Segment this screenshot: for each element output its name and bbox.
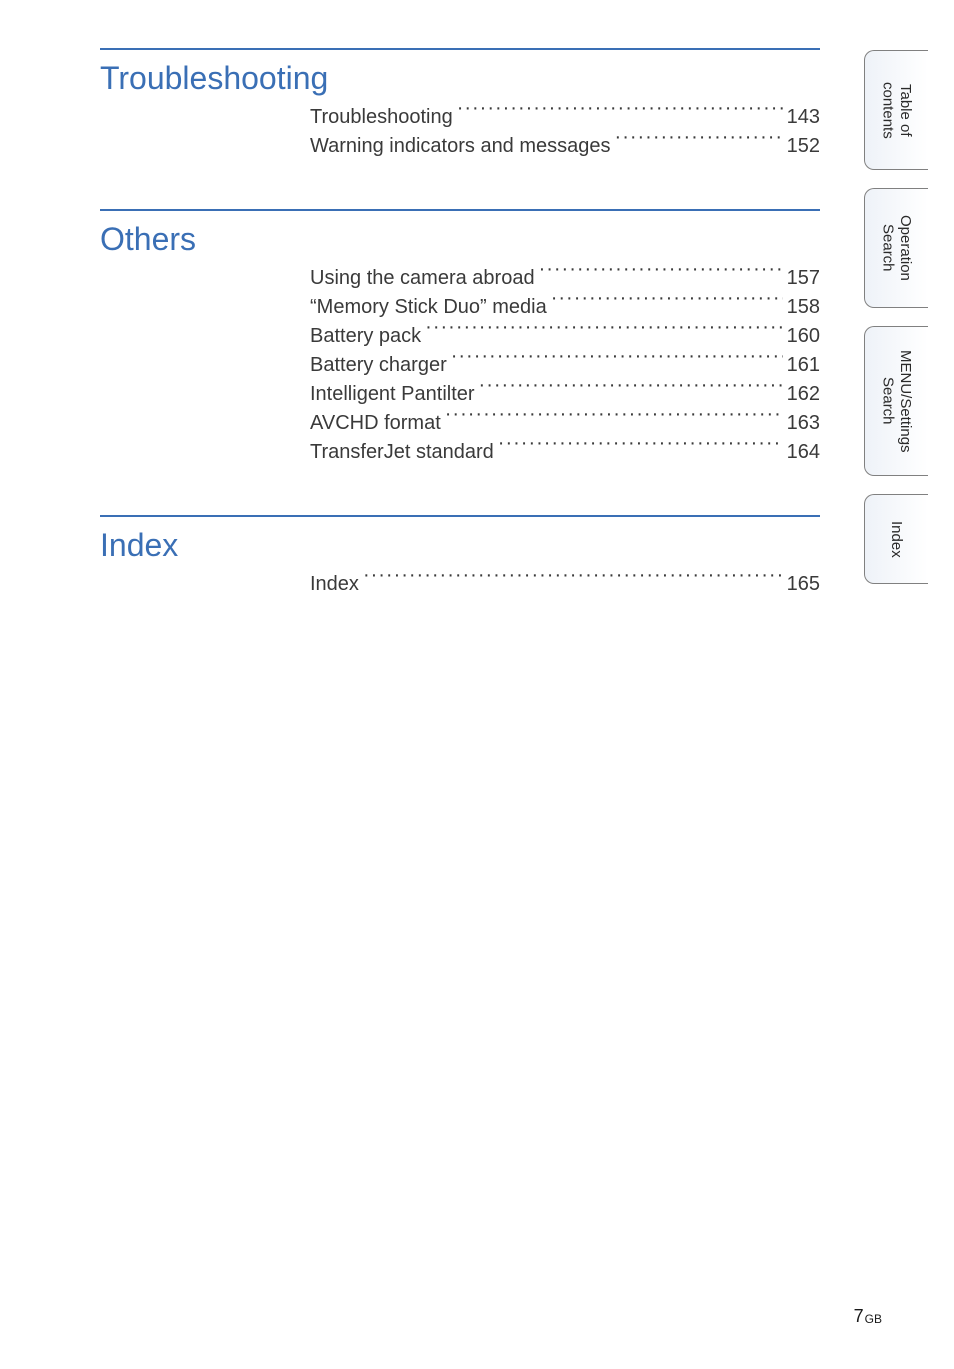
section-rule — [100, 515, 820, 517]
page-number-suffix: GB — [865, 1312, 882, 1326]
toc-row[interactable]: TransferJet standard 164 — [310, 438, 820, 467]
toc-list-index: Index 165 — [310, 570, 820, 599]
tab-label: MENU/Settings Search — [879, 350, 914, 453]
toc-page: 165 — [787, 570, 820, 599]
toc-dots — [539, 264, 783, 284]
section-title-troubleshooting[interactable]: Troubleshooting — [100, 60, 820, 97]
section-others: Others Using the camera abroad 157 “Memo… — [100, 209, 820, 467]
toc-dots — [363, 570, 783, 590]
toc-page: 163 — [787, 409, 820, 438]
toc-row[interactable]: Using the camera abroad 157 — [310, 264, 820, 293]
toc-label: Index — [310, 570, 359, 599]
toc-label: “Memory Stick Duo” media — [310, 293, 547, 322]
toc-dots — [451, 351, 783, 371]
toc-row[interactable]: Battery charger 161 — [310, 351, 820, 380]
toc-row[interactable]: AVCHD format 163 — [310, 409, 820, 438]
toc-row[interactable]: “Memory Stick Duo” media 158 — [310, 293, 820, 322]
toc-label: Using the camera abroad — [310, 264, 535, 293]
side-tabs: Table of contents Operation Search MENU/… — [864, 50, 928, 602]
toc-page: 157 — [787, 264, 820, 293]
toc-dots — [551, 293, 783, 313]
toc-list-others: Using the camera abroad 157 “Memory Stic… — [310, 264, 820, 467]
tab-table-of-contents[interactable]: Table of contents — [864, 50, 928, 170]
tab-label: Operation Search — [879, 215, 914, 281]
toc-label: Battery charger — [310, 351, 447, 380]
toc-row[interactable]: Warning indicators and messages 152 — [310, 132, 820, 161]
toc-page: 143 — [787, 103, 820, 132]
toc-page: 164 — [787, 438, 820, 467]
tab-label: Table of contents — [879, 82, 914, 139]
tab-index[interactable]: Index — [864, 494, 928, 584]
section-title-index[interactable]: Index — [100, 527, 820, 564]
toc-row[interactable]: Intelligent Pantilter 162 — [310, 380, 820, 409]
tab-label: Index — [888, 521, 905, 558]
section-troubleshooting: Troubleshooting Troubleshooting 143 Warn… — [100, 48, 820, 161]
toc-row[interactable]: Index 165 — [310, 570, 820, 599]
toc-page: 162 — [787, 380, 820, 409]
tab-operation-search[interactable]: Operation Search — [864, 188, 928, 308]
section-rule — [100, 48, 820, 50]
toc-dots — [615, 132, 783, 152]
toc-dots — [445, 409, 783, 429]
toc-label: AVCHD format — [310, 409, 441, 438]
toc-page: 152 — [787, 132, 820, 161]
section-index: Index Index 165 — [100, 515, 820, 599]
tab-menu-settings-search[interactable]: MENU/Settings Search — [864, 326, 928, 476]
toc-row[interactable]: Troubleshooting 143 — [310, 103, 820, 132]
toc-label: TransferJet standard — [310, 438, 494, 467]
toc-label: Intelligent Pantilter — [310, 380, 475, 409]
toc-dots — [479, 380, 783, 400]
toc-dots — [498, 438, 783, 458]
toc-label: Battery pack — [310, 322, 421, 351]
toc-page: 158 — [787, 293, 820, 322]
toc-dots — [425, 322, 782, 342]
toc-page: 160 — [787, 322, 820, 351]
toc-label: Troubleshooting — [310, 103, 453, 132]
toc-label: Warning indicators and messages — [310, 132, 611, 161]
toc-dots — [457, 103, 783, 123]
toc-row[interactable]: Battery pack 160 — [310, 322, 820, 351]
toc-list-troubleshooting: Troubleshooting 143 Warning indicators a… — [310, 103, 820, 161]
page-content: Troubleshooting Troubleshooting 143 Warn… — [100, 48, 820, 647]
toc-page: 161 — [787, 351, 820, 380]
section-title-others[interactable]: Others — [100, 221, 820, 258]
page-number-value: 7 — [854, 1306, 864, 1326]
section-rule — [100, 209, 820, 211]
page-number: 7GB — [854, 1306, 882, 1327]
